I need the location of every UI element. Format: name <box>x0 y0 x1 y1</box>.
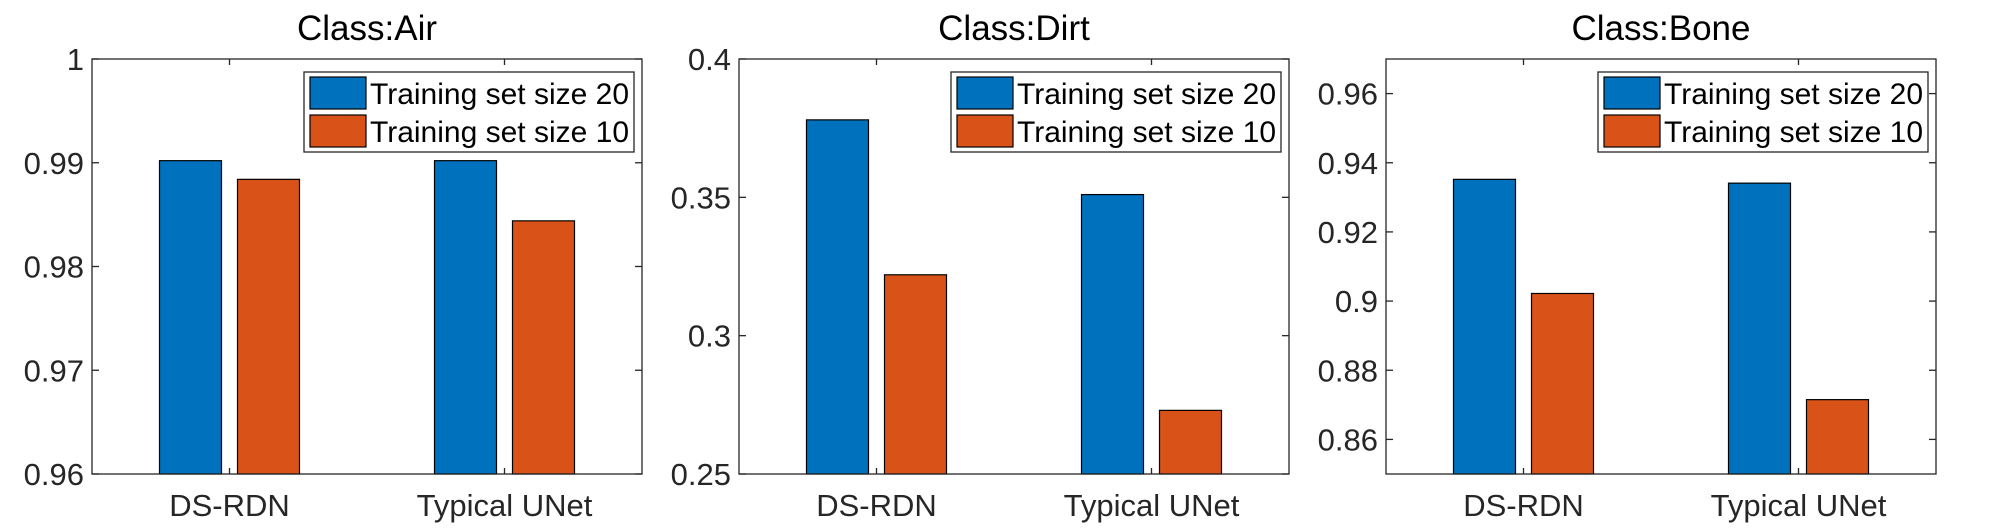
legend-entry-1: Training set size 20 <box>370 78 629 111</box>
x-tick-label: DS-RDN <box>816 488 937 523</box>
chart-title: Class:Bone <box>1572 9 1751 48</box>
legend: Training set size 20 Training set size 10 <box>950 71 1282 153</box>
y-tick-label: 0.96 <box>1318 77 1378 112</box>
bar-size-10-typical-unet <box>511 220 576 475</box>
chart-panel-3: DS-RDN Typical UNet 0.86 0.88 0.9 0.92 0.94 0.9… <box>1318 9 1937 523</box>
legend-swatch-1 <box>309 76 367 110</box>
bar-size-20-ds-rdn <box>158 160 223 475</box>
legend: Training set size 20 Training set size 10 <box>303 71 635 153</box>
bar-size-20-ds-rdn <box>805 119 870 475</box>
legend-entry-2: Training set size 10 <box>370 116 629 149</box>
y-tick-label: 0.9 <box>1335 284 1378 319</box>
bar-size-20-ds-rdn <box>1452 178 1517 475</box>
legend-entry-1: Training set size 20 <box>1664 78 1923 111</box>
y-tick-label: 0.86 <box>1318 422 1378 457</box>
legend-swatch-2 <box>1603 114 1661 148</box>
y-tick-label: 0.97 <box>24 353 84 388</box>
y-tick-label: 0.99 <box>24 146 84 181</box>
legend-swatch-1 <box>956 76 1014 110</box>
chart-title: Class:Dirt <box>938 9 1090 48</box>
bar-size-10-ds-rdn <box>883 274 948 475</box>
legend-swatch-1 <box>1603 76 1661 110</box>
bar-size-20-typical-unet <box>433 160 498 475</box>
legend-entry-1: Training set size 20 <box>1017 78 1276 111</box>
legend-swatch-2 <box>956 114 1014 148</box>
legend-entry-2: Training set size 10 <box>1017 116 1276 149</box>
axes-box <box>1385 58 1937 475</box>
bar-size-10-typical-unet <box>1158 409 1223 475</box>
x-tick-label: Typical UNet <box>417 488 593 523</box>
y-tick-label: 0.35 <box>671 180 731 215</box>
y-tick-label: 0.98 <box>24 250 84 285</box>
bar-size-10-typical-unet <box>1805 399 1870 475</box>
x-tick-label: Typical UNet <box>1711 488 1887 523</box>
y-tick-label: 0.94 <box>1318 146 1378 181</box>
y-tick-label: 0.25 <box>671 457 731 492</box>
y-tick-label: 0.3 <box>688 319 731 354</box>
bar-size-20-typical-unet <box>1727 182 1792 475</box>
x-tick-label: DS-RDN <box>1463 488 1584 523</box>
chart-title: Class:Air <box>297 9 437 48</box>
bar-size-10-ds-rdn <box>1530 292 1595 475</box>
y-tick-label: 1 <box>67 42 84 77</box>
y-tick-label: 0.96 <box>24 457 84 492</box>
legend-entry-2: Training set size 10 <box>1664 116 1923 149</box>
chart-panel-1: DS-RDN Typical UNet 0.96 0.97 0.98 0.99 1 Class… <box>24 9 643 523</box>
y-tick-label: 0.92 <box>1318 215 1378 250</box>
axes-box <box>738 58 1290 475</box>
legend-swatch-2 <box>309 114 367 148</box>
y-tick-label: 0.88 <box>1318 353 1378 388</box>
x-tick-label: DS-RDN <box>169 488 290 523</box>
chart-panel-2: DS-RDN Typical UNet 0.25 0.3 0.35 0.4 Class:Di… <box>671 9 1290 523</box>
bar-size-20-typical-unet <box>1080 193 1145 475</box>
legend: Training set size 20 Training set size 10 <box>1597 71 1929 153</box>
x-tick-label: Typical UNet <box>1064 488 1240 523</box>
y-tick-label: 0.4 <box>688 42 731 77</box>
bar-size-10-ds-rdn <box>236 178 301 475</box>
